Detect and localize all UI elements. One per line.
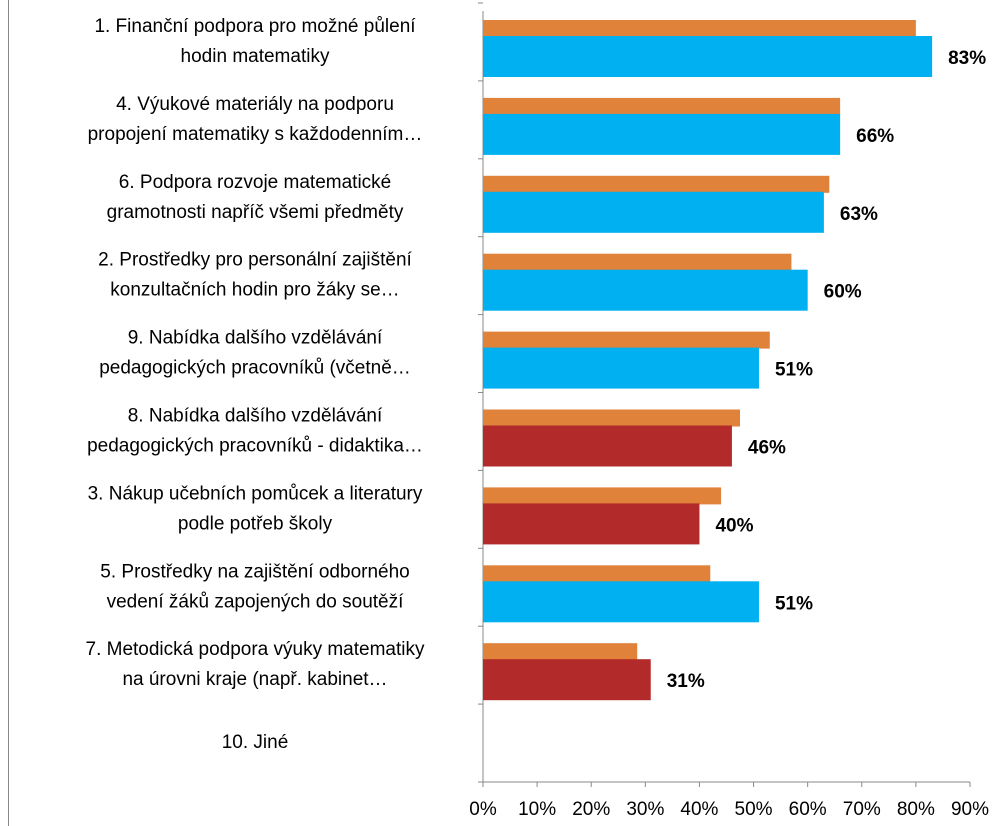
category-label-line: 10. Jiné: [222, 732, 289, 753]
bar: [483, 659, 651, 701]
value-label: 51%: [775, 360, 813, 381]
category-label: 5. Prostředky na zajištění odborného vede…: [100, 561, 409, 612]
bar: [483, 113, 841, 155]
category-label: 8. Nabídka dalšího vzdělávání pedagogický…: [87, 405, 423, 456]
category-label-line: 2. Prostředky pro personální zajištění: [98, 250, 412, 271]
bar: [483, 347, 759, 389]
x-tick-label: 50%: [735, 799, 773, 820]
value-label: 63%: [840, 204, 878, 225]
value-label: 40%: [715, 515, 753, 536]
value-label: 66%: [856, 126, 894, 147]
value-label: 60%: [824, 282, 862, 303]
x-tick-label: 30%: [626, 799, 664, 820]
value-label: 51%: [775, 593, 813, 614]
category-label-line: podle potřeb školy: [178, 513, 333, 534]
bar: [483, 20, 916, 37]
category-label-line: 1. Finanční podpora pro možné půlení: [94, 16, 416, 37]
bar: [483, 425, 732, 467]
bar: [483, 643, 638, 661]
category-label: 2. Prostředky pro personální zajištění ko…: [98, 250, 412, 301]
category-label-line: 6. Podpora rozvoje matematické: [119, 172, 391, 193]
category-label-line: hodin matematiky: [181, 46, 330, 67]
x-tick-label: 70%: [843, 799, 881, 820]
category-label-line: 7. Metodická podpora výuky matematiky: [86, 639, 425, 660]
value-label: 31%: [667, 671, 705, 692]
category-label-line: 8. Nabídka dalšího vzdělávání: [128, 405, 383, 426]
category-label-line: propojení matematiky s každodenním…: [88, 124, 423, 145]
category-label-line: pedagogických pracovníků (včetně…: [99, 358, 411, 379]
bar: [483, 565, 711, 583]
value-label: 83%: [948, 48, 986, 69]
category-label-line: konzultačních hodin pro žáky se…: [110, 280, 399, 301]
bar: [483, 97, 841, 115]
category-label-line: vedení žáků zapojených do soutěží: [107, 591, 405, 612]
category-label: 1. Finanční podpora pro možné půlení hodi…: [94, 16, 416, 67]
category-label: 9. Nabídka dalšího vzdělávání pedagogický…: [99, 328, 411, 379]
x-tick-label: 60%: [789, 799, 827, 820]
x-tick-label: 20%: [572, 799, 610, 820]
category-label-line: 5. Prostředky na zajištění odborného: [100, 561, 409, 582]
bar: [483, 191, 824, 233]
bar: [483, 331, 770, 349]
category-label-line: 3. Nákup učebních pomůcek a literatury: [88, 483, 423, 504]
category-label: 3. Nákup učebních pomůcek a literatury po…: [88, 483, 423, 534]
category-label-line: gramotnosti napříč všemi předměty: [107, 202, 404, 223]
x-tick-label: 90%: [951, 799, 989, 820]
category-label-line: 4. Výukové materiály na podporu: [116, 94, 394, 115]
bar: [483, 503, 700, 545]
bar: [483, 409, 741, 427]
bar: [483, 269, 808, 311]
bar: [483, 175, 830, 193]
bar: [483, 253, 792, 271]
bar: [483, 36, 933, 77]
category-label: 7. Metodická podpora výuky matematiky na …: [86, 639, 425, 690]
category-label-line: pedagogických pracovníků - didaktika…: [87, 435, 423, 456]
bar: [483, 581, 759, 623]
bar: [483, 487, 722, 505]
category-label: 10. Jiné: [222, 732, 289, 753]
x-tick-label: 0%: [469, 799, 497, 820]
x-tick-label: 80%: [897, 799, 935, 820]
x-tick-label: 10%: [518, 799, 556, 820]
x-tick-label: 40%: [680, 799, 718, 820]
category-label: 6. Podpora rozvoje matematické gramotnost…: [107, 172, 404, 223]
category-label-line: na úrovni kraje (např. kabinet…: [122, 669, 387, 690]
value-label: 46%: [748, 438, 786, 459]
category-label-line: 9. Nabídka dalšího vzdělávání: [128, 328, 383, 349]
category-label: 4. Výukové materiály na podporu propojení…: [88, 94, 423, 145]
